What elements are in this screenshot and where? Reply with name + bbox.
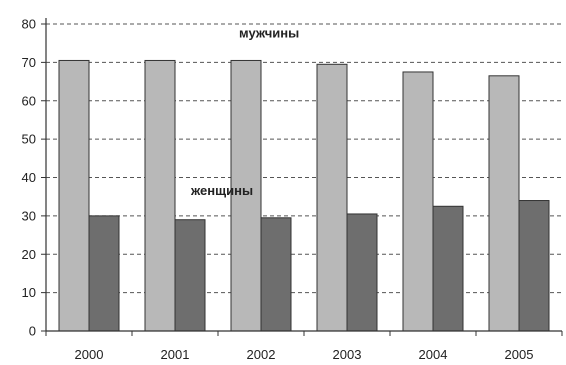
x-tick-label: 2004 <box>419 347 448 362</box>
y-tick-label: 60 <box>22 93 36 108</box>
gridlines <box>46 23 562 294</box>
x-tick-label: 2000 <box>75 347 104 362</box>
y-tick-label: 20 <box>22 247 36 262</box>
tick-labels: 0 10 20 30 40 50 60 70 80 2000 2001 2002 2003 2004 200… <box>22 17 534 363</box>
x-tick-label: 2002 <box>247 347 276 362</box>
bar <box>316 63 348 332</box>
series-label-women: женщины <box>190 183 253 198</box>
y-tick-label: 50 <box>22 132 36 147</box>
y-tick-label: 0 <box>29 324 36 339</box>
bar <box>432 205 464 332</box>
bar <box>174 219 206 332</box>
bar <box>346 213 378 332</box>
bar <box>518 200 550 332</box>
bars <box>58 59 550 332</box>
y-tick-label: 40 <box>22 170 36 185</box>
bar <box>260 217 292 332</box>
bar <box>88 215 120 332</box>
bar <box>144 59 176 332</box>
y-tick-label: 80 <box>22 17 36 32</box>
axes <box>41 18 563 336</box>
x-tick-label: 2003 <box>333 347 362 362</box>
x-tick-label: 2005 <box>505 347 534 362</box>
y-tick-label: 30 <box>22 208 36 223</box>
bar <box>488 75 520 332</box>
bar <box>230 59 262 332</box>
y-tick-label: 10 <box>22 285 36 300</box>
bar <box>58 59 90 332</box>
y-tick-label: 70 <box>22 55 36 70</box>
bar <box>402 71 434 332</box>
x-tick-label: 2001 <box>161 347 190 362</box>
series-label-men: мужчины <box>239 25 299 40</box>
